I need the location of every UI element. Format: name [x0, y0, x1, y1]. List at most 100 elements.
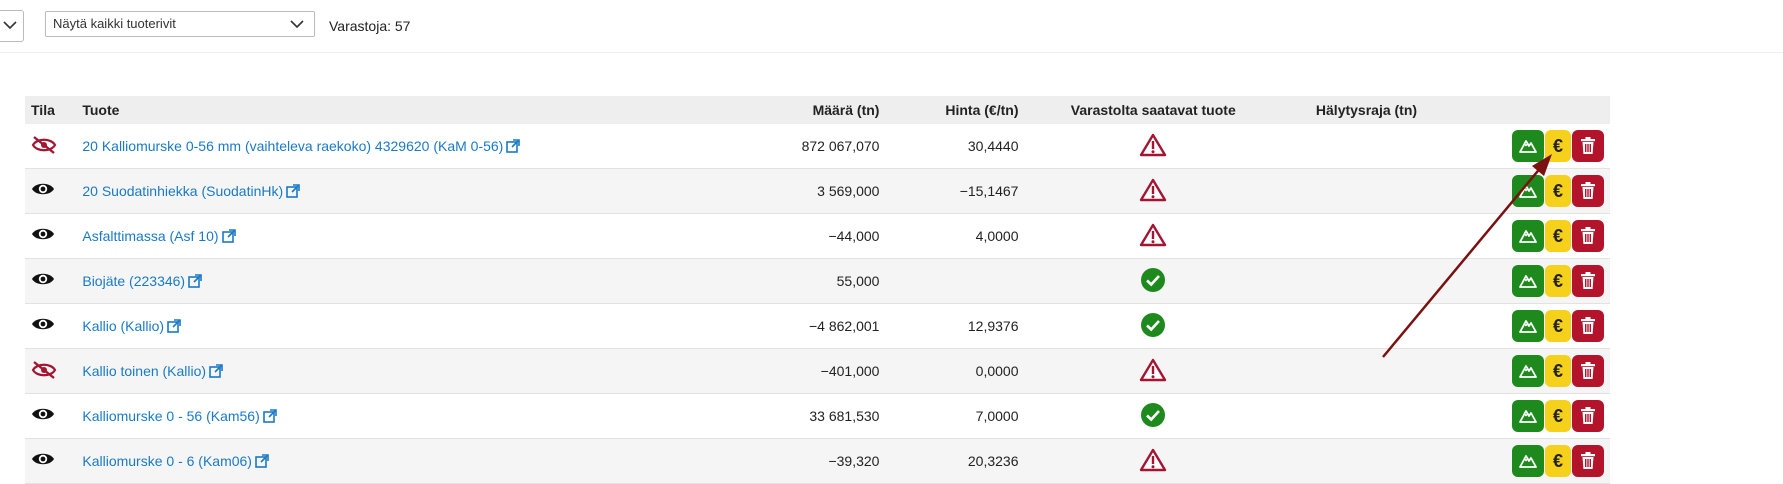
chevron-down-icon	[3, 21, 17, 30]
eye-icon[interactable]	[31, 315, 59, 337]
eye-icon[interactable]	[31, 450, 59, 472]
product-link[interactable]: Kalliomurske 0 - 6 (Kam06)	[82, 453, 269, 469]
euro-icon: €	[1552, 316, 1563, 336]
product-cell: Asfalttimassa (Asf 10)	[76, 213, 728, 259]
set-price-button[interactable]: €	[1545, 310, 1571, 342]
delete-button[interactable]	[1572, 130, 1604, 162]
product-cell: 20 Suodatinhiekka (SuodatinHk)	[76, 168, 728, 214]
price-cell: 4,0000	[885, 213, 1025, 259]
delete-button[interactable]	[1572, 220, 1604, 252]
stock-count: Varastoja: 57	[329, 18, 411, 34]
external-link-icon	[164, 318, 181, 334]
delete-button[interactable]	[1572, 310, 1604, 342]
set-price-button[interactable]: €	[1545, 355, 1571, 387]
actions-cell: €	[1450, 258, 1610, 304]
product-name: Biojäte (223346)	[82, 273, 186, 289]
delete-button[interactable]	[1572, 265, 1604, 297]
quantity-cell: −39,320	[727, 438, 886, 484]
price-cell: 12,9376	[885, 303, 1025, 349]
product-link[interactable]: 20 Kalliomurske 0-56 mm (vaihteleva raek…	[82, 138, 521, 154]
available-cell	[1024, 303, 1283, 349]
set-price-button[interactable]: €	[1545, 265, 1571, 297]
set-price-button[interactable]: €	[1545, 220, 1571, 252]
table-row: Kalliomurske 0 - 56 (Kam56) 33 681,530 7,0…	[25, 393, 1610, 439]
header-available[interactable]: Varastolta saatavat tuote	[1024, 96, 1283, 124]
delete-button[interactable]	[1572, 355, 1604, 387]
delete-button[interactable]	[1572, 400, 1604, 432]
eye-icon[interactable]	[31, 225, 59, 247]
status-cell	[25, 303, 77, 349]
warning-triangle-icon	[1139, 178, 1167, 205]
external-link-icon	[219, 228, 236, 244]
euro-icon: €	[1552, 136, 1563, 156]
product-cell: 20 Kalliomurske 0-56 mm (vaihteleva raek…	[76, 124, 728, 169]
set-price-button[interactable]: €	[1545, 400, 1571, 432]
set-threshold-button[interactable]	[1512, 130, 1544, 162]
price-cell: 20,3236	[885, 438, 1025, 484]
delete-button[interactable]	[1572, 175, 1604, 207]
inventory-table: Tila Tuote Määrä (tn) Hinta (€/tn) Varas…	[25, 96, 1610, 484]
header-status[interactable]: Tila	[25, 96, 77, 124]
product-link[interactable]: Kallio (Kallio)	[82, 318, 181, 334]
actions-cell: €	[1450, 213, 1610, 259]
left-dropdown[interactable]	[0, 10, 24, 42]
warning-triangle-icon	[1139, 448, 1167, 475]
actions-cell: €	[1450, 348, 1610, 394]
table-body: 20 Kalliomurske 0-56 mm (vaihteleva raek…	[25, 124, 1610, 484]
status-cell	[25, 393, 77, 439]
check-circle-icon	[1140, 267, 1166, 296]
delete-button[interactable]	[1572, 445, 1604, 477]
set-threshold-button[interactable]	[1512, 220, 1544, 252]
eye-slash-icon[interactable]	[31, 135, 59, 157]
actions-cell: €	[1450, 393, 1610, 439]
table-row: 20 Suodatinhiekka (SuodatinHk) 3 569,000−…	[25, 168, 1610, 214]
product-link[interactable]: Asfalttimassa (Asf 10)	[82, 228, 236, 244]
set-price-button[interactable]: €	[1545, 445, 1571, 477]
product-cell: Biojäte (223346)	[76, 258, 728, 304]
quantity-cell: 55,000	[727, 258, 886, 304]
set-threshold-button[interactable]	[1512, 310, 1544, 342]
price-cell	[885, 258, 1025, 304]
header-price[interactable]: Hinta (€/tn)	[885, 96, 1025, 124]
alarm-cell	[1282, 258, 1451, 304]
alarm-cell	[1282, 124, 1451, 169]
product-link[interactable]: Biojäte (223346)	[82, 273, 202, 289]
available-cell	[1024, 348, 1283, 394]
quantity-cell: −44,000	[727, 213, 886, 259]
set-threshold-button[interactable]	[1512, 175, 1544, 207]
header-quantity[interactable]: Määrä (tn)	[727, 96, 886, 124]
product-name: Kallio (Kallio)	[82, 318, 165, 334]
euro-icon: €	[1552, 271, 1563, 291]
set-threshold-button[interactable]	[1512, 445, 1544, 477]
price-cell: 7,0000	[885, 393, 1025, 439]
eye-icon[interactable]	[31, 180, 59, 202]
set-threshold-button[interactable]	[1512, 355, 1544, 387]
product-name: 20 Kalliomurske 0-56 mm (vaihteleva raek…	[82, 138, 504, 154]
external-link-icon	[185, 273, 202, 289]
eye-slash-icon[interactable]	[31, 360, 59, 382]
product-cell: Kalliomurske 0 - 56 (Kam56)	[76, 393, 728, 439]
available-cell	[1024, 168, 1283, 214]
eye-icon[interactable]	[31, 405, 59, 427]
set-price-button[interactable]: €	[1545, 130, 1571, 162]
product-link[interactable]: Kallio toinen (Kallio)	[82, 363, 223, 379]
row-filter-select[interactable]: Näytä kaikki tuoterivit	[45, 11, 315, 37]
quantity-cell: 3 569,000	[727, 168, 886, 214]
header-alarm[interactable]: Hälytysraja (tn)	[1282, 96, 1451, 124]
product-link[interactable]: 20 Suodatinhiekka (SuodatinHk)	[82, 183, 300, 199]
product-link[interactable]: Kalliomurske 0 - 56 (Kam56)	[82, 408, 277, 424]
header-product[interactable]: Tuote	[76, 96, 728, 124]
euro-icon: €	[1552, 451, 1563, 471]
table-row: Asfalttimassa (Asf 10) −44,000 4,0000 €	[25, 213, 1610, 259]
set-threshold-button[interactable]	[1512, 265, 1544, 297]
product-cell: Kallio (Kallio)	[76, 303, 728, 349]
available-cell	[1024, 258, 1283, 304]
eye-icon[interactable]	[31, 270, 59, 292]
price-cell: 0,0000	[885, 348, 1025, 394]
alarm-cell	[1282, 213, 1451, 259]
alarm-cell	[1282, 303, 1451, 349]
table-row: Kallio (Kallio) −4 862,001 12,9376 €	[25, 303, 1610, 349]
set-price-button[interactable]: €	[1545, 175, 1571, 207]
alarm-cell	[1282, 348, 1451, 394]
set-threshold-button[interactable]	[1512, 400, 1544, 432]
